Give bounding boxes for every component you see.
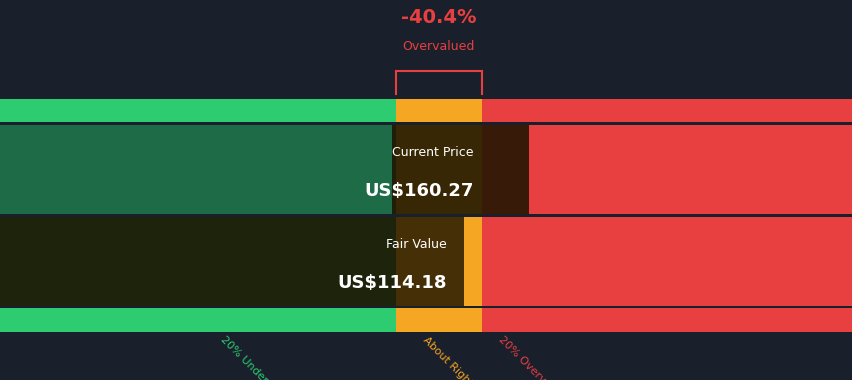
Bar xyxy=(0,99,395,122)
Bar xyxy=(395,217,481,306)
Bar xyxy=(0,125,395,214)
Bar xyxy=(0,309,395,332)
Bar xyxy=(391,125,528,214)
Bar xyxy=(395,125,481,214)
Text: US$114.18: US$114.18 xyxy=(337,274,446,291)
Text: -40.4%: -40.4% xyxy=(400,8,476,27)
Bar xyxy=(0,217,463,306)
Bar xyxy=(395,99,481,122)
Text: About Right: About Right xyxy=(420,335,474,380)
Bar xyxy=(481,217,852,306)
Bar xyxy=(481,125,852,214)
Bar xyxy=(0,217,395,306)
Text: Fair Value: Fair Value xyxy=(386,238,446,252)
Bar xyxy=(481,99,852,122)
Text: Current Price: Current Price xyxy=(391,146,473,160)
Bar xyxy=(395,309,481,332)
Text: 20% Overvalued: 20% Overvalued xyxy=(496,335,569,380)
Bar xyxy=(481,309,852,332)
Text: Overvalued: Overvalued xyxy=(402,40,475,52)
Text: 20% Undervalued: 20% Undervalued xyxy=(218,335,296,380)
Text: US$160.27: US$160.27 xyxy=(364,182,473,200)
